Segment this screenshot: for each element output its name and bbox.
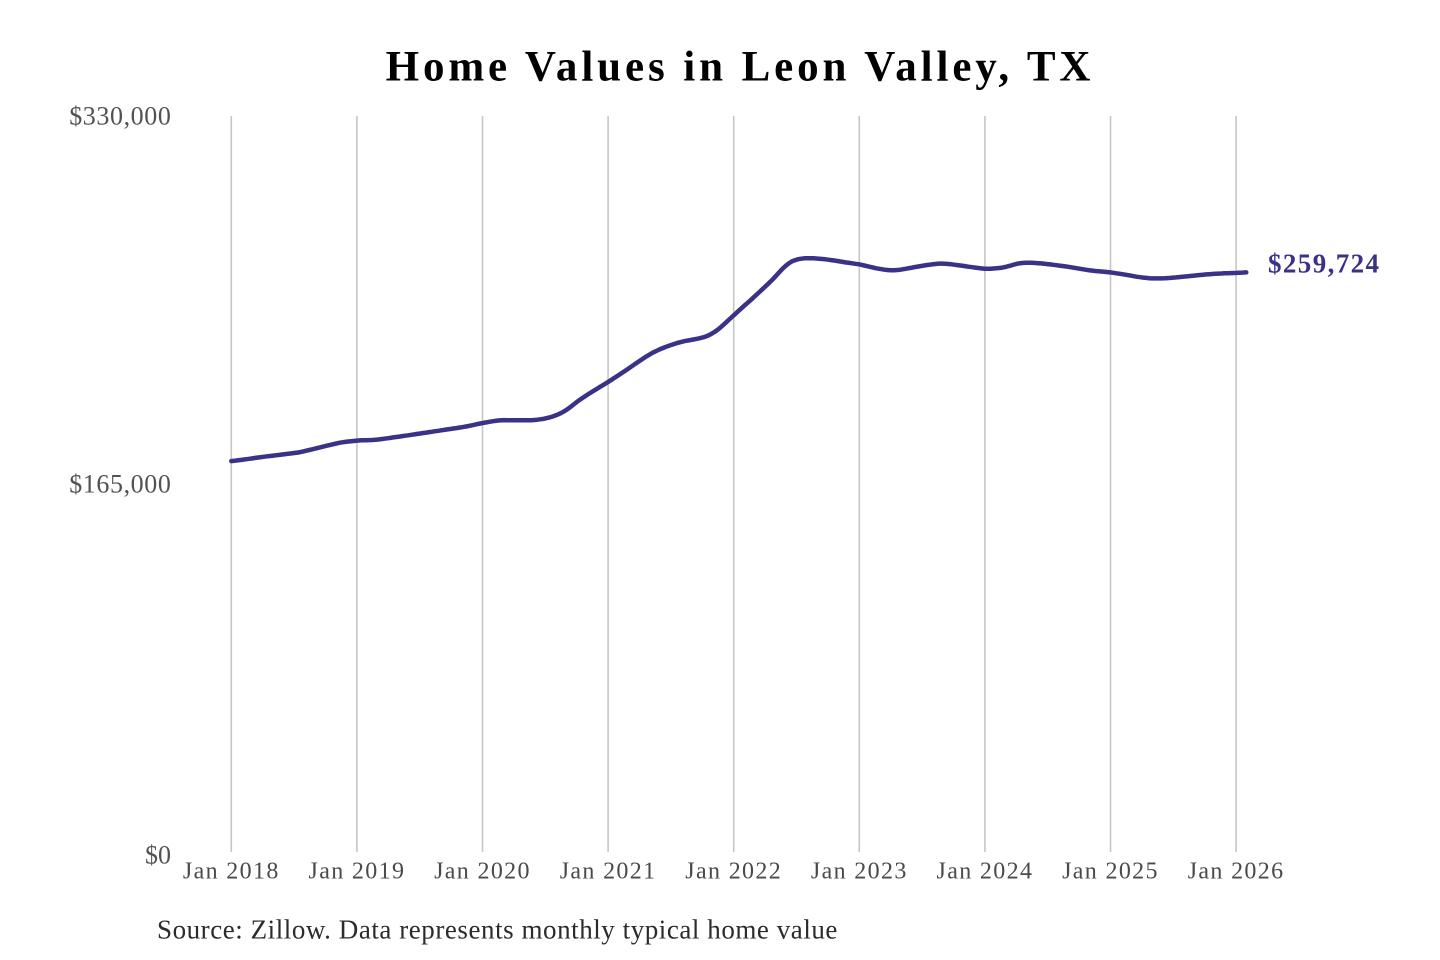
svg-text:Jan 2024: Jan 2024 (937, 858, 1034, 884)
svg-text:Jan 2026: Jan 2026 (1188, 858, 1285, 884)
svg-text:Jan 2018: Jan 2018 (183, 858, 280, 884)
svg-text:Jan 2020: Jan 2020 (434, 858, 531, 884)
svg-text:Source: Zillow. Data represent: Source: Zillow. Data represents monthly … (157, 914, 838, 944)
svg-text:$259,724: $259,724 (1268, 249, 1380, 279)
svg-text:$165,000: $165,000 (69, 470, 171, 499)
svg-text:Jan 2025: Jan 2025 (1062, 858, 1159, 884)
svg-text:Home Values in Leon Valley, TX: Home Values in Leon Valley, TX (386, 44, 1095, 91)
svg-text:Jan 2022: Jan 2022 (685, 858, 782, 884)
svg-text:Jan 2023: Jan 2023 (811, 858, 908, 884)
svg-text:$330,000: $330,000 (69, 101, 171, 130)
svg-text:$0: $0 (145, 841, 171, 870)
svg-text:Jan 2021: Jan 2021 (560, 858, 657, 884)
svg-text:Jan 2019: Jan 2019 (309, 858, 406, 884)
